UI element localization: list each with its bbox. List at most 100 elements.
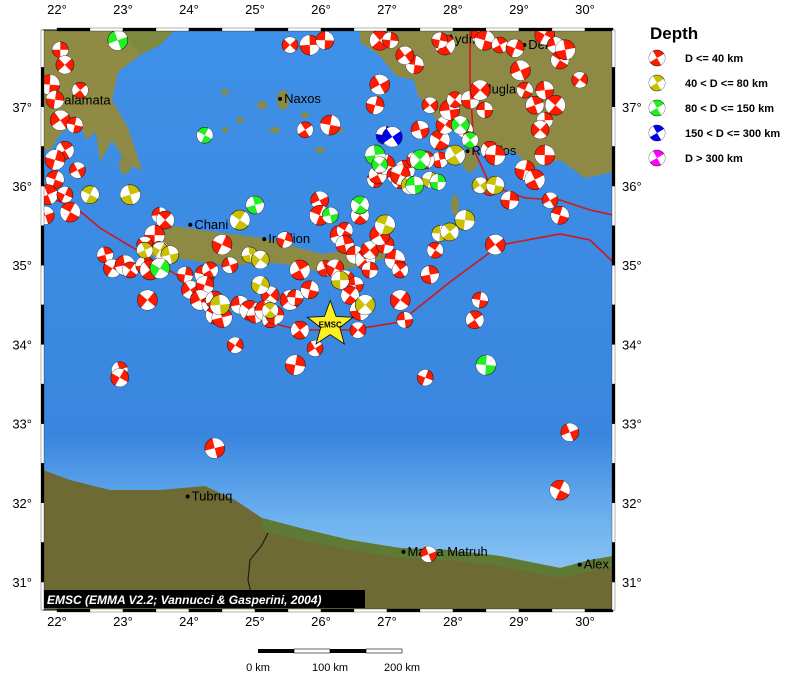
focal-mechanism[interactable] [340,285,360,305]
focal-mechanism[interactable] [469,79,491,101]
focal-mechanism[interactable] [250,250,270,269]
focal-mechanism[interactable] [484,234,506,255]
focal-mechanism[interactable] [395,46,415,65]
focal-mechanism[interactable] [290,320,310,340]
focal-mechanism[interactable] [389,289,411,311]
focal-mechanism[interactable] [221,256,239,274]
focal-mechanism[interactable] [289,259,311,281]
focal-mechanism[interactable] [420,265,440,285]
focal-mechanism[interactable] [136,241,154,259]
focal-mechanism[interactable] [319,114,341,136]
focal-mechanism[interactable] [119,184,141,206]
focal-mechanism[interactable] [245,195,265,215]
focal-mechanism[interactable] [421,96,439,114]
focal-mechanism[interactable] [155,210,175,230]
focal-mechanism[interactable] [330,270,350,290]
focal-mechanism[interactable] [44,149,66,171]
focal-mechanism[interactable] [516,81,534,99]
focal-mechanism[interactable] [485,175,505,195]
focal-mechanism[interactable] [416,369,434,386]
focal-mechanism[interactable] [284,354,306,376]
focal-mechanism[interactable] [59,201,81,223]
focal-mechanism[interactable] [491,36,509,54]
focal-mechanism[interactable] [465,310,485,330]
focal-mechanism[interactable] [349,321,367,339]
focal-mechanism[interactable] [45,90,65,109]
focal-mechanism[interactable] [505,38,525,58]
focal-mechanism[interactable] [69,161,86,179]
focal-mechanism[interactable] [426,241,444,259]
focal-mechanism[interactable] [229,209,251,231]
focal-mechanism[interactable] [149,258,171,279]
focal-mechanism[interactable] [45,170,65,189]
focal-mechanism[interactable] [365,95,385,115]
epicenter-star[interactable]: EMSC [306,299,355,345]
focal-mechanism[interactable] [209,294,231,316]
focal-mechanism[interactable] [276,231,294,249]
focal-mechanism[interactable] [110,368,129,387]
focal-mechanism[interactable] [96,246,114,264]
focal-mechanism[interactable] [450,115,470,135]
focal-mechanism[interactable] [361,261,379,279]
focal-mechanism[interactable] [475,354,497,376]
focal-mechanism[interactable] [36,206,55,225]
focal-mechanism[interactable] [550,206,570,225]
focal-mechanism[interactable] [300,280,320,300]
focal-mechanism[interactable] [121,261,139,279]
focal-mechanism[interactable] [409,149,431,171]
focal-mechanism[interactable] [107,30,129,51]
focal-mechanism[interactable] [226,336,244,354]
focal-mechanism[interactable] [350,195,370,215]
focal-mechanism[interactable] [446,91,464,108]
focal-mechanism[interactable] [250,275,270,295]
focal-mechanism[interactable] [541,191,559,209]
focal-mechanism[interactable] [461,131,479,149]
focal-mechanism[interactable] [196,127,214,144]
focal-mechanism[interactable] [204,437,226,459]
focal-mechanism[interactable] [405,175,425,195]
focal-mechanism[interactable] [396,311,414,329]
focal-mechanism[interactable] [484,144,506,166]
focal-mechanism[interactable] [554,39,576,61]
focal-mechanism[interactable] [38,184,59,206]
focal-mechanism[interactable] [549,479,571,501]
focal-mechanism[interactable] [286,289,304,306]
focal-mechanism[interactable] [281,36,299,54]
focal-mechanism[interactable] [420,545,437,563]
focal-mechanism[interactable] [336,222,354,239]
focal-mechanism[interactable] [429,173,447,191]
focal-mechanism[interactable] [56,186,74,204]
focal-mechanism[interactable] [510,60,531,81]
focal-mechanism[interactable] [315,30,335,50]
focal-mechanism[interactable] [560,423,580,442]
focal-mechanism[interactable] [55,55,75,75]
focal-mechanism[interactable] [211,234,233,255]
focal-mechanism[interactable] [261,302,279,319]
focal-mechanism[interactable] [71,81,89,99]
focal-mechanism[interactable] [321,207,339,224]
focal-mechanism[interactable] [431,31,449,49]
focal-mechanism[interactable] [371,156,389,173]
focal-mechanism[interactable] [40,74,61,95]
focal-mechanism[interactable] [525,95,545,115]
focal-mechanism[interactable] [296,121,314,139]
focal-mechanism[interactable] [571,71,589,89]
focal-mechanism[interactable] [160,245,180,265]
focal-mechanism[interactable] [471,176,489,194]
focal-mechanism[interactable] [137,289,158,311]
focal-mechanism[interactable] [176,266,194,284]
focal-mechanism[interactable] [476,101,493,119]
focal-mechanism[interactable] [544,94,566,116]
focal-mechanism[interactable] [66,116,84,134]
focal-mechanism[interactable] [381,126,403,148]
focal-mechanism[interactable] [360,240,380,260]
focal-mechanism[interactable] [534,144,556,166]
focal-mechanism[interactable] [500,190,520,210]
focal-mechanism[interactable] [454,209,476,231]
focal-mechanism[interactable] [369,74,391,95]
focal-mechanism[interactable] [535,80,555,100]
focal-mechanism[interactable] [410,120,430,140]
focal-mechanism[interactable] [201,261,219,279]
focal-mechanism[interactable] [524,169,546,190]
focal-mechanism[interactable] [440,222,460,242]
